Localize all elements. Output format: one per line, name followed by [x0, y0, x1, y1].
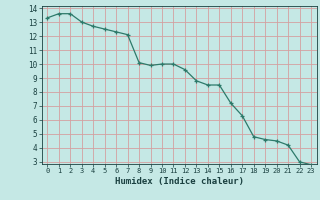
X-axis label: Humidex (Indice chaleur): Humidex (Indice chaleur) — [115, 177, 244, 186]
